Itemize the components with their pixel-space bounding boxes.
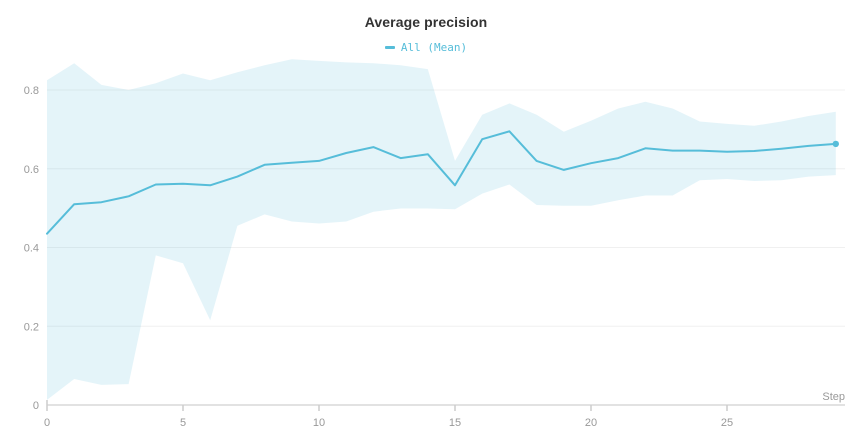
y-tick-label: 0.8	[24, 85, 39, 97]
legend: All (Mean)	[0, 36, 852, 54]
legend-dash-icon	[384, 46, 395, 49]
y-tick-label: 0.6	[24, 164, 39, 176]
minmax-band	[47, 59, 836, 400]
x-tick-label: 15	[449, 417, 461, 429]
y-tick-label: 0	[33, 400, 39, 412]
mean-line	[46, 130, 837, 235]
legend-item-label: All (Mean)	[400, 41, 468, 54]
legend-item-all-mean[interactable]: All (Mean)	[384, 41, 468, 54]
end-point-marker	[832, 140, 839, 148]
chart-title: Average precision	[364, 14, 488, 30]
x-tick-label: 10	[313, 417, 325, 429]
y-tick-label: 0.4	[24, 243, 39, 255]
y-tick-label: 0.2	[24, 321, 39, 333]
x-tick-label: 5	[180, 417, 186, 429]
x-tick-label: 25	[721, 417, 733, 429]
x-tick-label: 0	[44, 417, 50, 429]
x-axis-title: Step	[822, 391, 845, 403]
x-tick-label: 20	[585, 417, 597, 429]
chart-header: Average precision	[0, 14, 852, 32]
